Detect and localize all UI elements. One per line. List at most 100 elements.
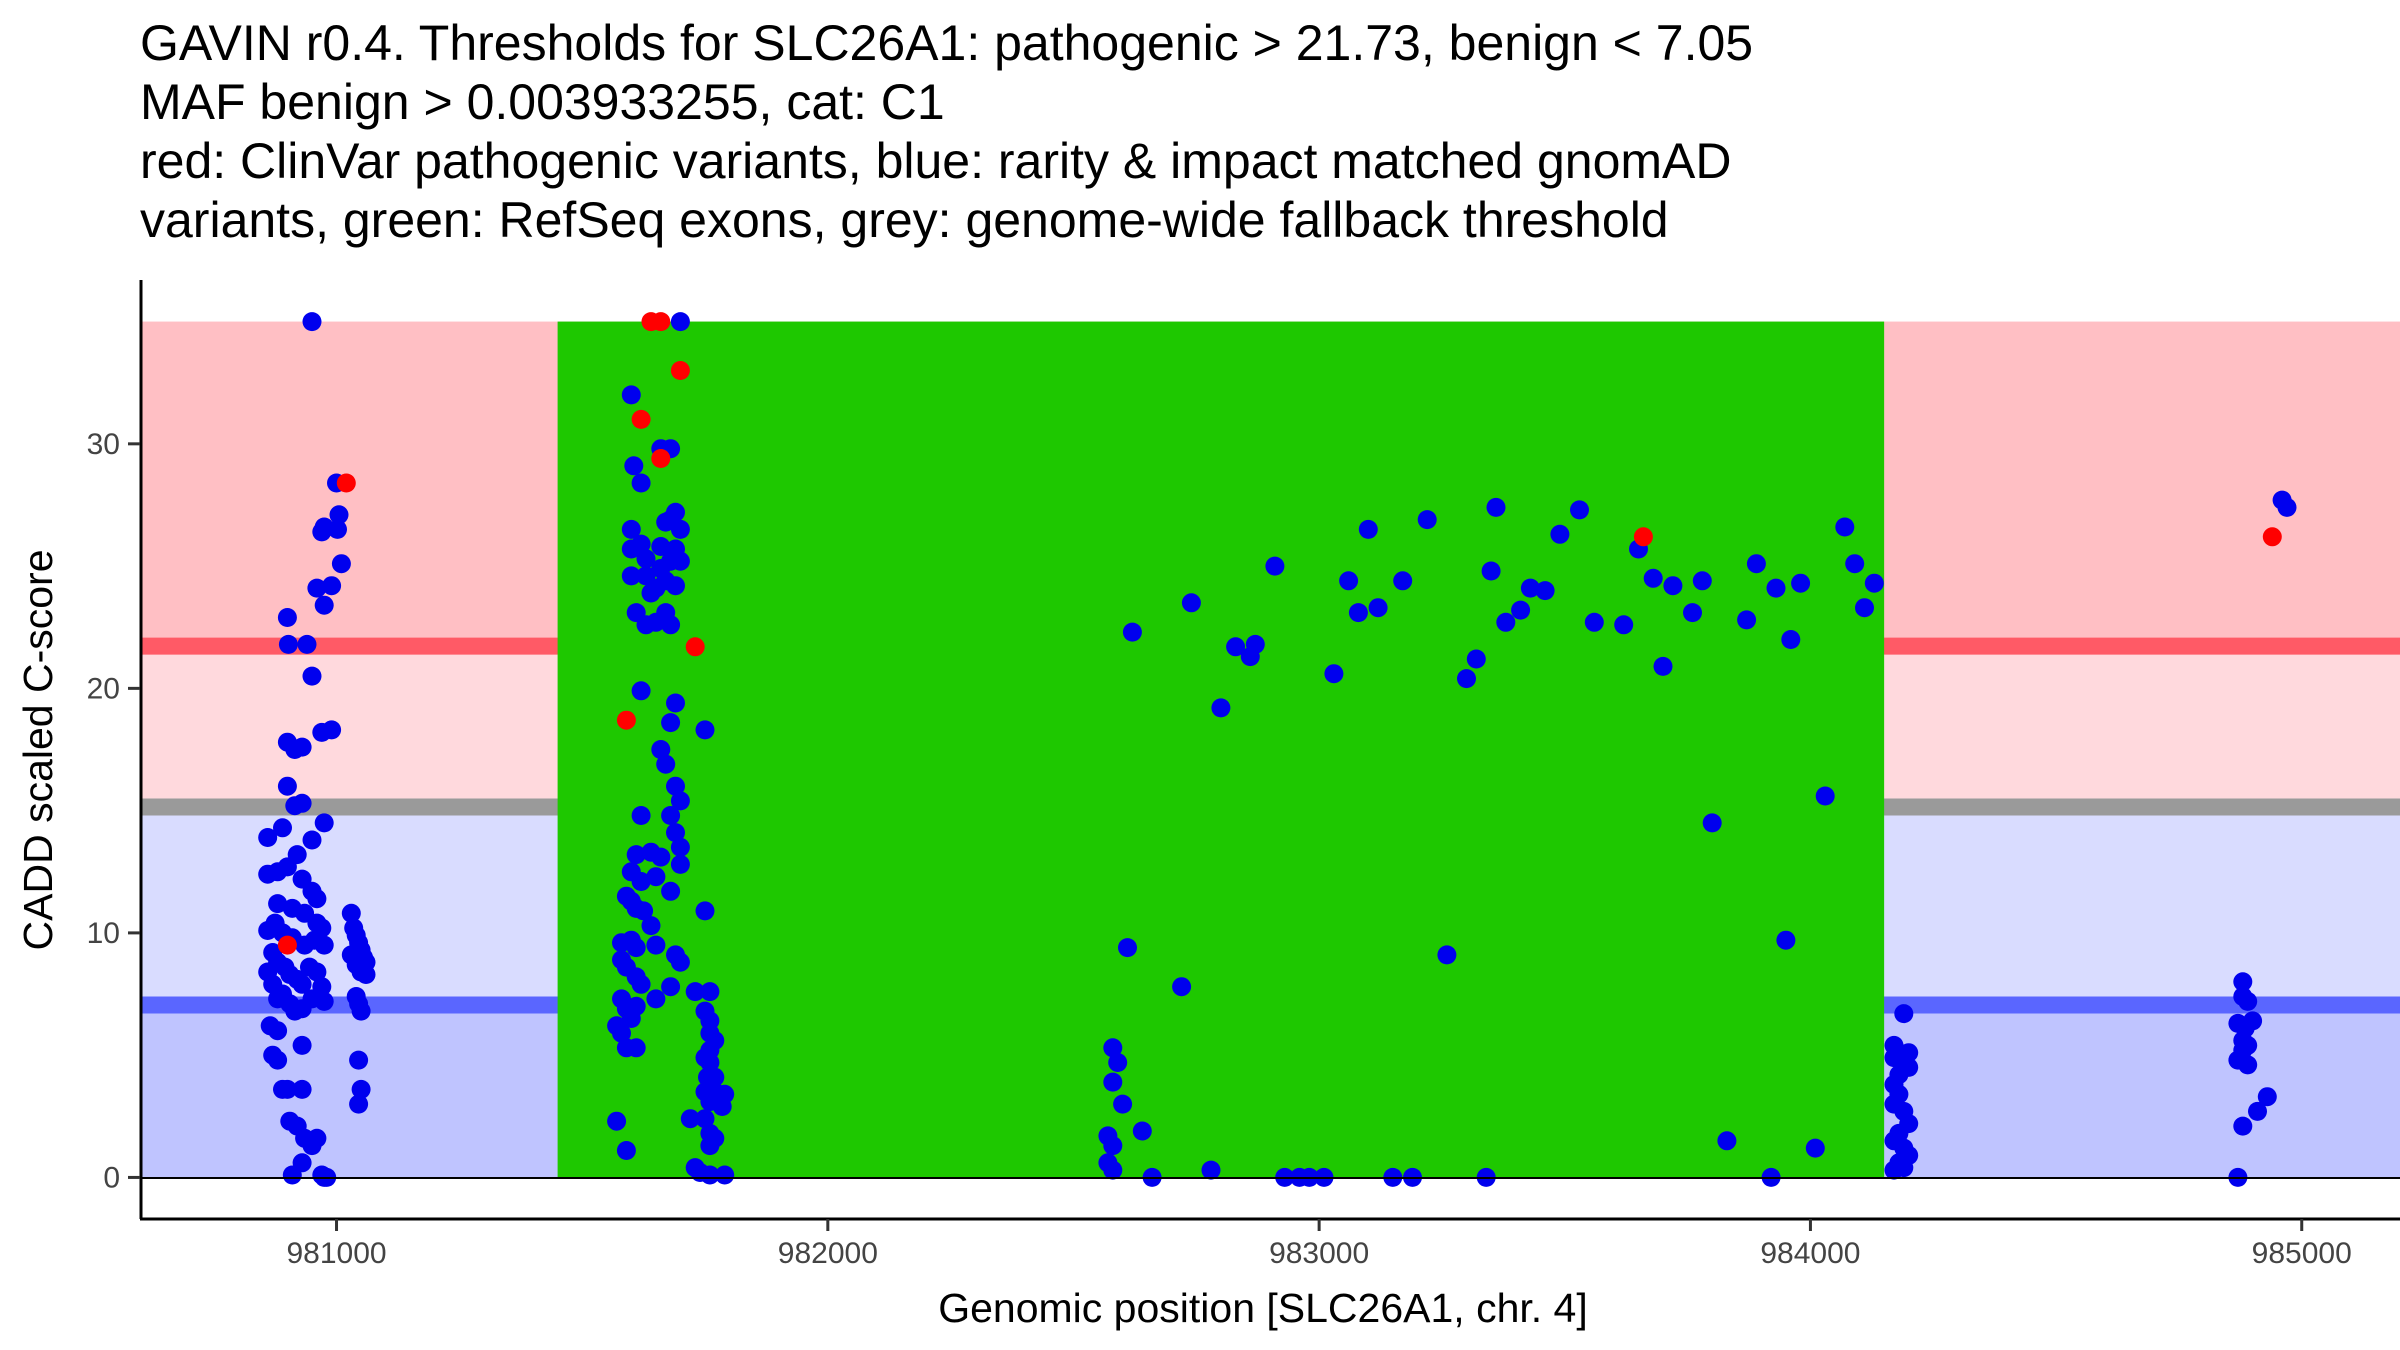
gnomad-point — [616, 1141, 636, 1160]
gnomad-point — [307, 962, 327, 982]
gnomad-point — [277, 776, 297, 796]
gnomad-point — [322, 576, 342, 596]
gnomad-point — [277, 608, 297, 627]
x-tick-label: 983000 — [1269, 1237, 1369, 1270]
gnomad-point — [331, 554, 351, 574]
gnomad-point — [1781, 630, 1801, 649]
x-tick-label: 981000 — [286, 1237, 386, 1270]
gnomad-point — [341, 903, 361, 923]
gnomad-point — [712, 1097, 732, 1116]
y-tick-label: 0 — [103, 1161, 120, 1194]
y-tick-label: 10 — [87, 917, 120, 950]
gnomad-point — [1172, 977, 1192, 997]
gnomad-point — [670, 837, 690, 857]
gnomad-point — [612, 1023, 631, 1043]
gnomad-point — [1766, 578, 1786, 598]
gnomad-point — [292, 1079, 312, 1099]
gnomad-point — [328, 519, 347, 539]
gnomad-point — [1584, 612, 1604, 632]
gnomad-point — [661, 615, 681, 635]
gnomad-point — [621, 519, 641, 539]
gnomad-point — [1132, 1121, 1152, 1141]
gnomad-point — [1211, 698, 1231, 718]
gnomad-point — [715, 1165, 735, 1185]
gnomad-point — [641, 583, 661, 603]
gnomad-point — [1108, 1053, 1128, 1072]
gnomad-point — [1348, 603, 1368, 623]
gnomad-point — [646, 989, 666, 1009]
gnomad-point — [695, 1109, 715, 1129]
gnomad-point — [314, 935, 334, 955]
gnomad-point — [1737, 610, 1757, 630]
clinvar-point — [336, 473, 356, 493]
title-line-2: MAF benign > 0.003933255, cat: C1 — [140, 74, 945, 130]
y-tick-label: 30 — [87, 428, 120, 461]
gnomad-point — [641, 916, 661, 936]
gnomad-point — [302, 312, 322, 332]
gnomad-point — [621, 566, 641, 586]
gnomad-point — [661, 713, 681, 733]
gnomad-point — [636, 615, 656, 635]
gnomad-point — [351, 1001, 371, 1021]
gnomad-point — [285, 796, 305, 816]
gnomad-point — [1855, 598, 1874, 618]
clinvar-point — [1633, 527, 1653, 547]
gnomad-point — [626, 1038, 646, 1058]
gnomad-point — [1702, 813, 1722, 833]
gnomad-point — [651, 847, 671, 867]
gnomad-point — [1103, 1136, 1123, 1156]
gnomad-point — [307, 889, 327, 909]
gnomad-point — [1864, 573, 1884, 593]
gnomad-point — [349, 1094, 369, 1114]
gnomad-point — [1791, 573, 1811, 593]
gnomad-point — [2277, 497, 2297, 517]
gnomad-point — [705, 1067, 725, 1087]
gnomad-point — [700, 1165, 720, 1185]
gnomad-point — [268, 894, 288, 914]
gnomad-point — [1226, 637, 1246, 657]
gnomad-point — [670, 854, 690, 874]
gnomad-point — [2233, 1116, 2253, 1136]
exon-regions — [557, 321, 1885, 1178]
x-tick-label: 984000 — [1760, 1237, 1860, 1270]
gnomad-point — [1339, 571, 1359, 591]
gnomad-point — [656, 512, 676, 532]
gnomad-point — [1368, 598, 1388, 618]
clinvar-point — [651, 449, 671, 468]
gnomad-point — [1535, 581, 1555, 601]
gnomad-point — [1181, 593, 1201, 613]
gnomad-point — [1113, 1094, 1133, 1114]
gnomad-point — [314, 595, 334, 615]
clinvar-point — [651, 312, 671, 332]
gnomad-point — [656, 754, 676, 774]
clinvar-point — [670, 361, 690, 380]
x-axis-title: Genomic position [SLC26A1, chr. 4] — [938, 1285, 1588, 1331]
gnomad-point — [258, 921, 278, 940]
gnomad-point — [1815, 786, 1835, 806]
gnomad-point — [1265, 556, 1285, 576]
gnomad-point — [268, 1021, 288, 1041]
clinvar-point — [2262, 527, 2282, 547]
gnomad-point — [1692, 571, 1712, 591]
clinvar-point — [685, 637, 705, 657]
gnomad-point — [277, 857, 297, 877]
gnomad-point — [314, 813, 334, 833]
gnomad-point — [670, 952, 690, 972]
gnomad-point — [661, 977, 681, 997]
gnomad-point — [661, 806, 681, 825]
gnomad-point — [670, 312, 690, 332]
gnomad-point — [631, 681, 651, 701]
gnomad-point — [273, 818, 292, 838]
gnomad-point — [685, 982, 705, 1002]
gnomad-point — [626, 845, 646, 865]
chart-title: GAVIN r0.4. Thresholds for SLC26A1: path… — [140, 14, 2380, 250]
gnomad-point — [356, 965, 376, 984]
gnomad-point — [1570, 500, 1589, 520]
gnomad-point — [282, 1165, 302, 1185]
gnomad-point — [1805, 1138, 1825, 1158]
gnomad-point — [700, 1053, 720, 1072]
gnomad-point — [666, 823, 685, 843]
gnomad-point — [1122, 622, 1142, 642]
gnomad-point — [1324, 664, 1344, 684]
gnomad-point — [307, 1128, 327, 1148]
